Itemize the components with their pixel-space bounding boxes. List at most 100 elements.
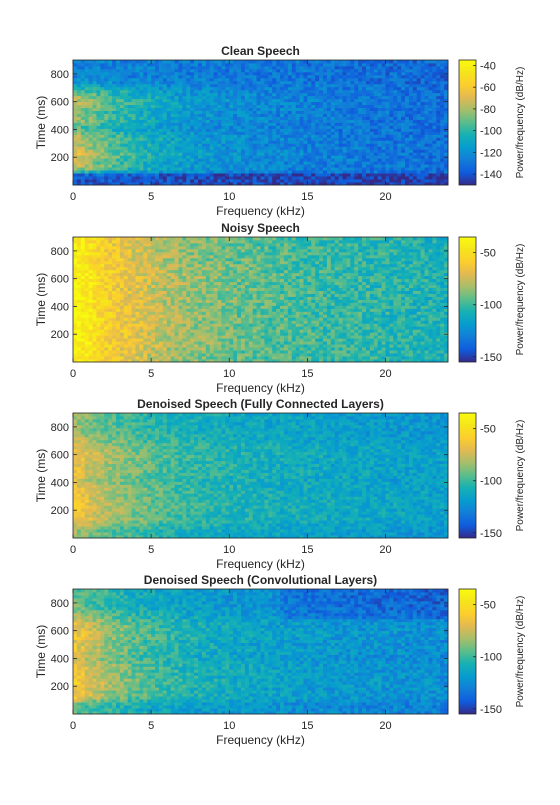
- heatmap-cell: [139, 170, 143, 173]
- heatmap-cell: [436, 102, 440, 105]
- heatmap-cell: [374, 75, 378, 78]
- heatmap-cell: [202, 105, 206, 108]
- heatmap-cell: [229, 167, 233, 170]
- heatmap-cell: [194, 69, 198, 72]
- heatmap-cell: [417, 353, 421, 356]
- heatmap-cell: [288, 128, 292, 131]
- heatmap-cell: [335, 347, 339, 350]
- heatmap-cell: [370, 120, 374, 123]
- heatmap-cell: [104, 117, 108, 120]
- heatmap-cell: [151, 332, 155, 335]
- heatmap-cell: [311, 173, 315, 176]
- heatmap-cell: [96, 338, 100, 341]
- heatmap-cell: [284, 152, 288, 155]
- heatmap-cell: [249, 72, 253, 75]
- heatmap-cell: [151, 140, 155, 143]
- heatmap-cell: [409, 161, 413, 164]
- heatmap-cell: [284, 179, 288, 182]
- heatmap-cell: [73, 149, 77, 152]
- heatmap-cell: [159, 90, 163, 93]
- heatmap-cell: [198, 332, 202, 335]
- heatmap-cell: [409, 105, 413, 108]
- heatmap-cell: [124, 335, 128, 338]
- heatmap-cell: [218, 149, 222, 152]
- heatmap-cell: [225, 332, 229, 335]
- heatmap-cell: [175, 152, 179, 155]
- heatmap-cell: [421, 164, 425, 167]
- heatmap-cell: [85, 179, 89, 182]
- heatmap-cell: [346, 111, 350, 114]
- heatmap-cell: [268, 347, 272, 350]
- heatmap-cell: [401, 60, 405, 63]
- heatmap-cell: [112, 72, 116, 75]
- heatmap-cell: [370, 341, 374, 344]
- heatmap-cell: [389, 60, 393, 63]
- heatmap-cell: [85, 173, 89, 176]
- heatmap-cell: [315, 335, 319, 338]
- heatmap-cell: [303, 158, 307, 161]
- heatmap-cell: [108, 149, 112, 152]
- heatmap-cell: [241, 170, 245, 173]
- heatmap-cell: [425, 152, 429, 155]
- heatmap-cell: [425, 114, 429, 117]
- heatmap-cell: [249, 161, 253, 164]
- heatmap-cell: [175, 96, 179, 99]
- heatmap-cell: [214, 63, 218, 66]
- heatmap-cell: [405, 84, 409, 87]
- heatmap-cell: [303, 140, 307, 143]
- chart-title: Clean Speech: [221, 44, 300, 58]
- heatmap-cell: [124, 114, 128, 117]
- heatmap-cell: [374, 341, 378, 344]
- heatmap-cell: [436, 353, 440, 356]
- heatmap-cell: [225, 69, 229, 72]
- heatmap-cell: [401, 347, 405, 350]
- heatmap-cell: [397, 72, 401, 75]
- heatmap-cell: [397, 344, 401, 347]
- heatmap-cell: [175, 99, 179, 102]
- heatmap-cell: [171, 176, 175, 179]
- heatmap-cell: [96, 341, 100, 344]
- heatmap-cell: [116, 140, 120, 143]
- heatmap-cell: [73, 84, 77, 87]
- heatmap-cell: [300, 179, 304, 182]
- heatmap-cell: [378, 81, 382, 84]
- heatmap-cell: [159, 123, 163, 126]
- heatmap-cell: [436, 105, 440, 108]
- heatmap-cell: [225, 105, 229, 108]
- heatmap-cell: [128, 161, 132, 164]
- heatmap-cell: [257, 114, 261, 117]
- heatmap-cell: [77, 332, 81, 335]
- heatmap-cell: [100, 117, 104, 120]
- heatmap-cell: [124, 167, 128, 170]
- heatmap-cell: [393, 120, 397, 123]
- heatmap-cell: [218, 120, 222, 123]
- heatmap-cell: [249, 120, 253, 123]
- heatmap-cell: [417, 338, 421, 341]
- heatmap-cell: [343, 87, 347, 90]
- heatmap-cell: [85, 120, 89, 123]
- heatmap-cell: [261, 140, 265, 143]
- heatmap-cell: [268, 81, 272, 84]
- heatmap-cell: [346, 93, 350, 96]
- heatmap-cell: [428, 167, 432, 170]
- heatmap-cell: [182, 72, 186, 75]
- heatmap-cell: [261, 78, 265, 81]
- heatmap-cell: [81, 344, 85, 347]
- heatmap-cell: [311, 356, 315, 359]
- heatmap-cell: [249, 131, 253, 134]
- heatmap-cell: [366, 90, 370, 93]
- heatmap-cell: [300, 143, 304, 146]
- heatmap-cell: [147, 350, 151, 353]
- heatmap-cell: [354, 114, 358, 117]
- heatmap-cell: [393, 114, 397, 117]
- heatmap-cell: [300, 102, 304, 105]
- heatmap-cell: [96, 134, 100, 137]
- heatmap-cell: [358, 93, 362, 96]
- heatmap-cell: [108, 347, 112, 350]
- heatmap-cell: [417, 170, 421, 173]
- heatmap-cell: [307, 87, 311, 90]
- heatmap-cell: [77, 75, 81, 78]
- heatmap-cell: [343, 93, 347, 96]
- heatmap-cell: [421, 105, 425, 108]
- heatmap-cell: [421, 338, 425, 341]
